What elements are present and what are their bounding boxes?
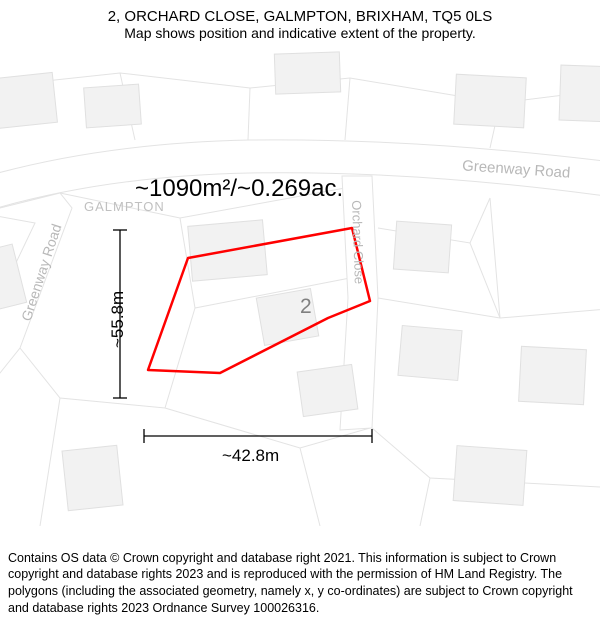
footer-text: Contains OS data © Crown copyright and d… [8,550,592,618]
map-area: ~1090m²/~0.269ac. ~55.8m ~42.8m 2 Greenw… [0,48,600,526]
dimension-horizontal-label: ~42.8m [222,446,279,466]
building [453,446,527,506]
house-number: 2 [300,295,312,319]
area-label: ~1090m²/~0.269ac. [135,175,343,203]
building [398,325,462,380]
page-title: 2, ORCHARD CLOSE, GALMPTON, BRIXHAM, TQ5… [10,8,590,25]
map-svg [0,48,600,526]
building [519,346,587,404]
building [559,65,600,122]
footer: Contains OS data © Crown copyright and d… [0,544,600,625]
building [0,72,57,129]
building [62,445,123,510]
building [84,84,142,128]
building [393,221,451,273]
building [274,52,340,94]
dimension-vertical-label: ~55.8m [108,291,128,348]
header: 2, ORCHARD CLOSE, GALMPTON, BRIXHAM, TQ5… [0,0,600,45]
building [297,364,358,416]
road-label-orchard-close: Orchard Close [349,200,367,284]
page-subtitle: Map shows position and indicative extent… [10,25,590,41]
building [454,74,527,128]
